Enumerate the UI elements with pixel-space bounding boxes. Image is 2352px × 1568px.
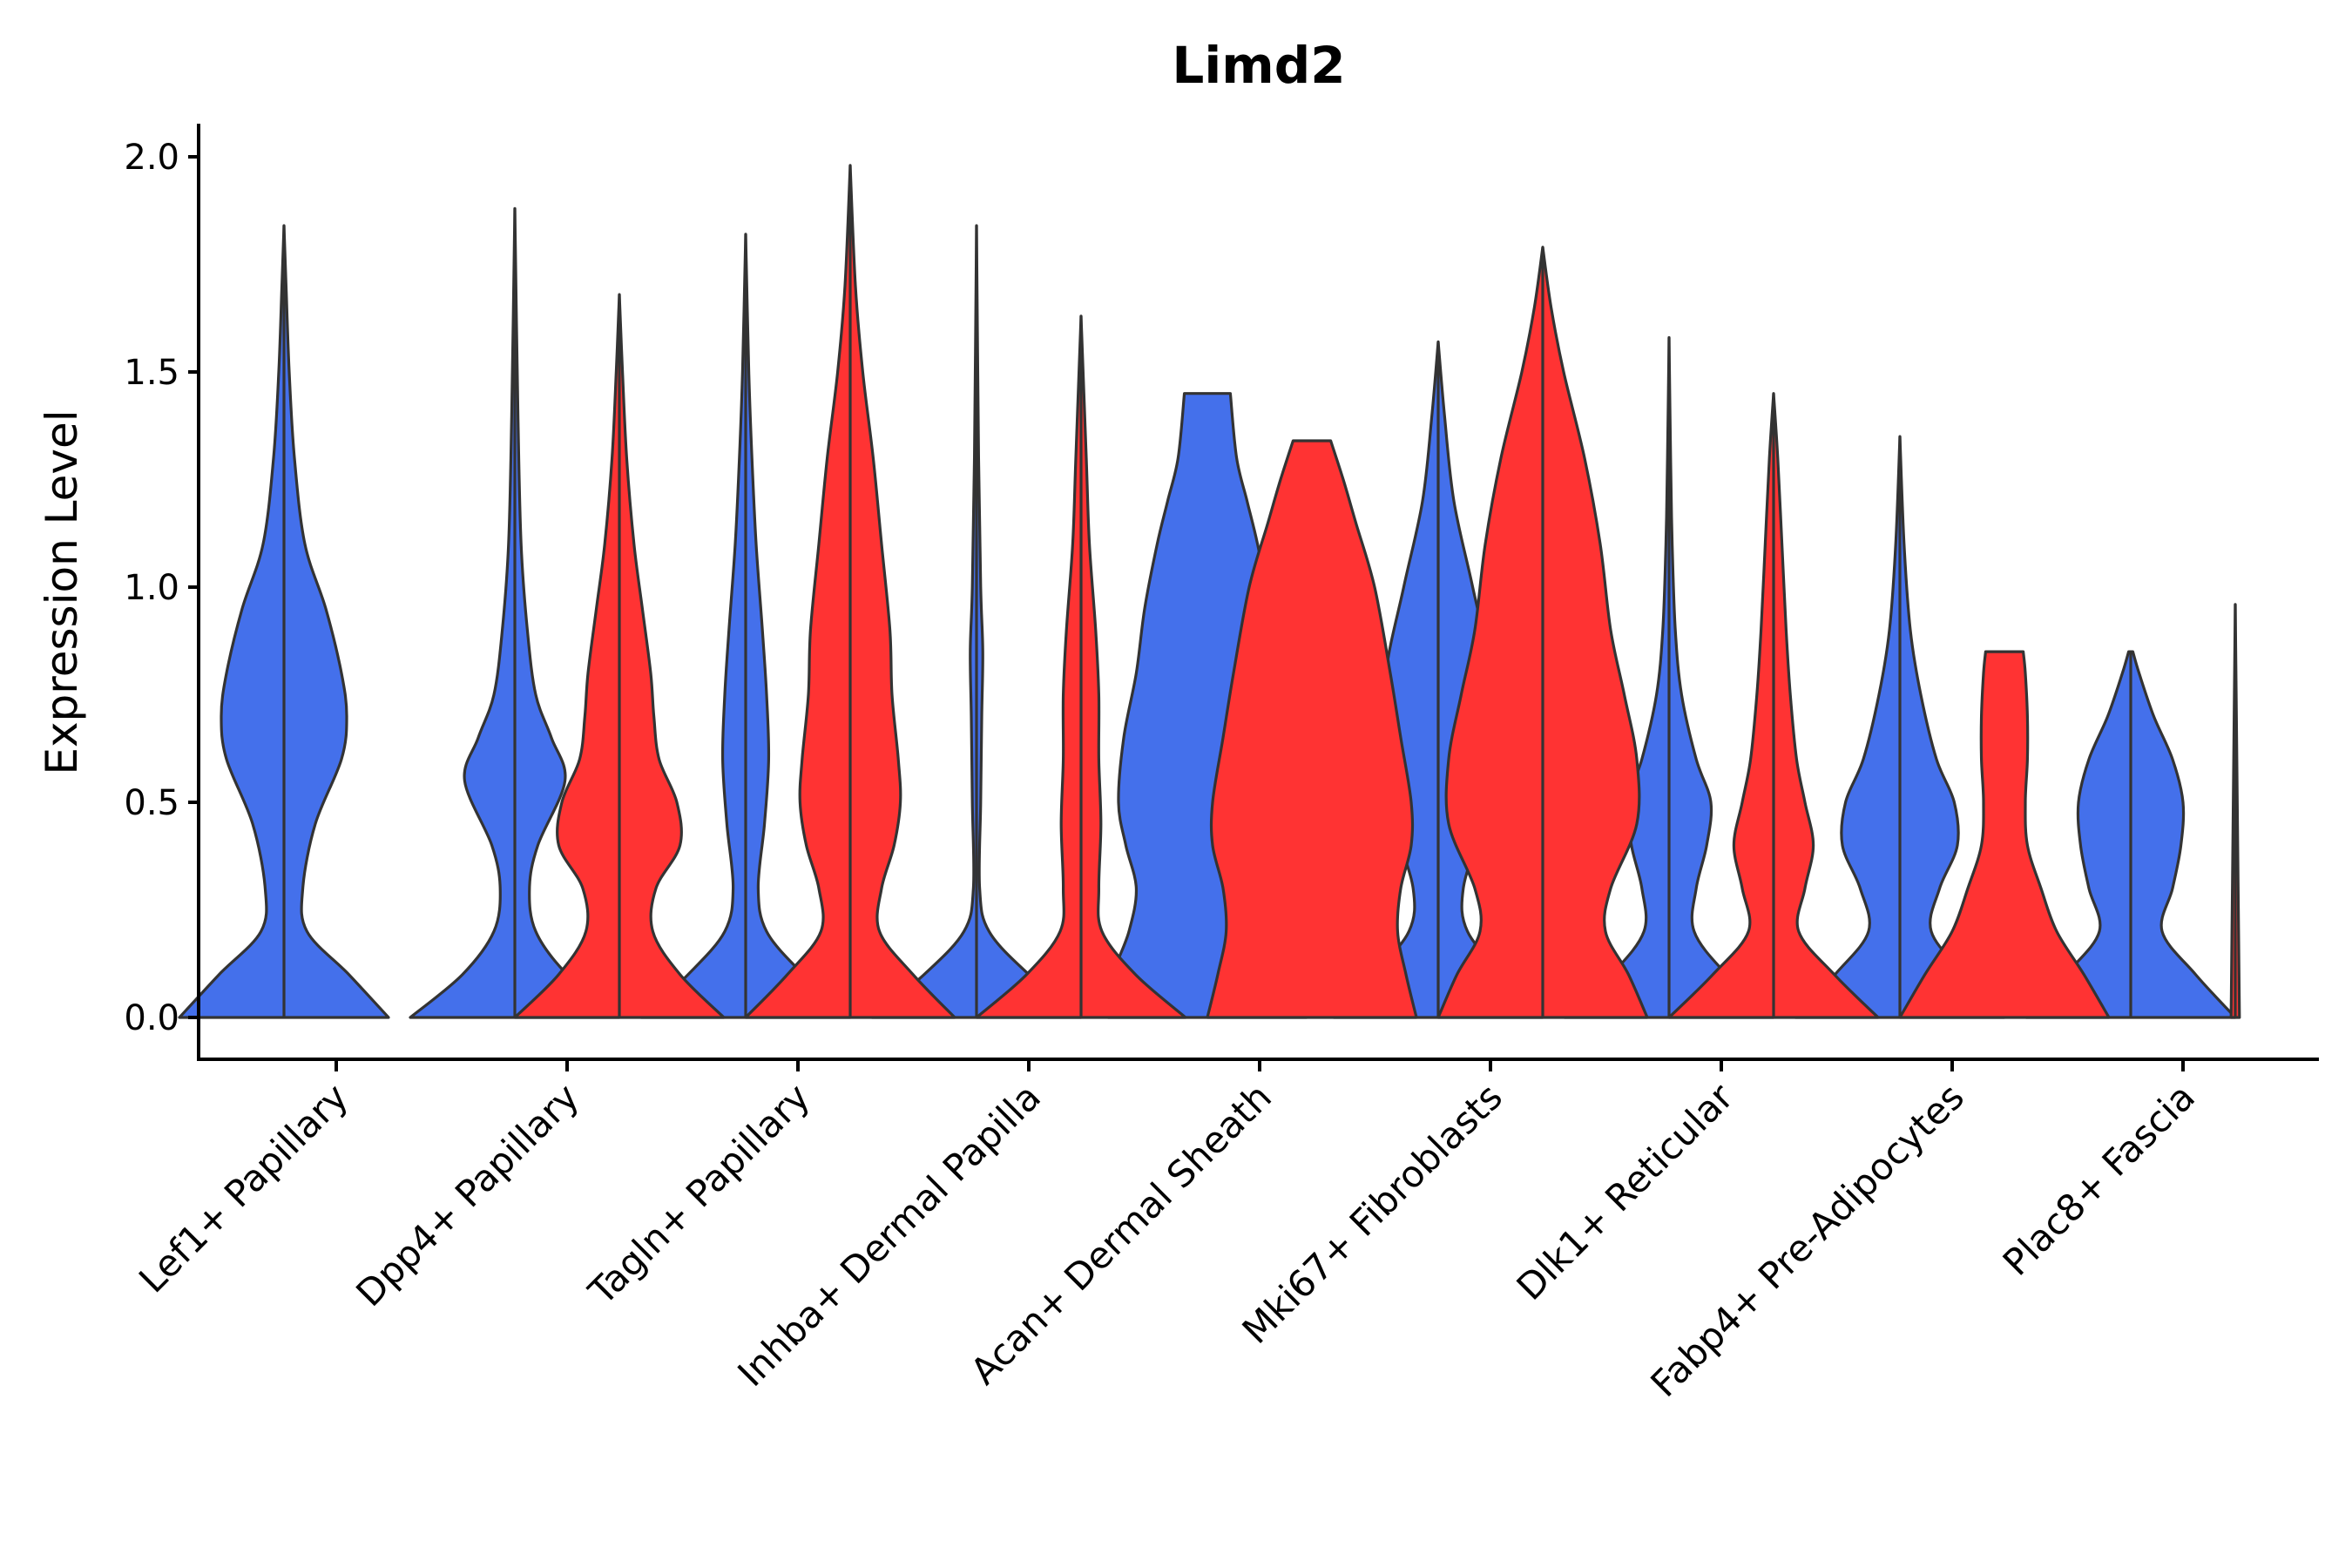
y-tick-label: 1.0 <box>124 568 179 608</box>
x-tick-label: Lef1+ Papillary <box>131 1075 356 1301</box>
x-tick-label: Dlk1+ Reticular <box>1509 1075 1742 1308</box>
chart-title: Limd2 <box>1172 36 1345 95</box>
x-tick-label: Mki67+ Fibroblasts <box>1234 1075 1511 1351</box>
violins-group <box>178 164 2241 1019</box>
x-tick-label: Plac8+ Fascia <box>1995 1075 2203 1283</box>
y-tick-label: 2.0 <box>124 138 179 178</box>
x-tick-label: Dpp4+ Papillary <box>348 1075 587 1315</box>
y-tick-label: 1.5 <box>124 353 179 393</box>
violin-2-8 <box>1898 650 2111 1019</box>
x-tick-label: Tagln+ Papillary <box>580 1075 818 1313</box>
y-tick-label: 0.5 <box>124 783 179 823</box>
y-axis-label: Expression Level <box>37 409 87 774</box>
y-ticks-group: 0.0 0.5 1.0 1.5 2.0 <box>124 138 199 1038</box>
y-tick-label: 0.0 <box>124 998 179 1038</box>
violin-2-5 <box>1206 439 1418 1019</box>
